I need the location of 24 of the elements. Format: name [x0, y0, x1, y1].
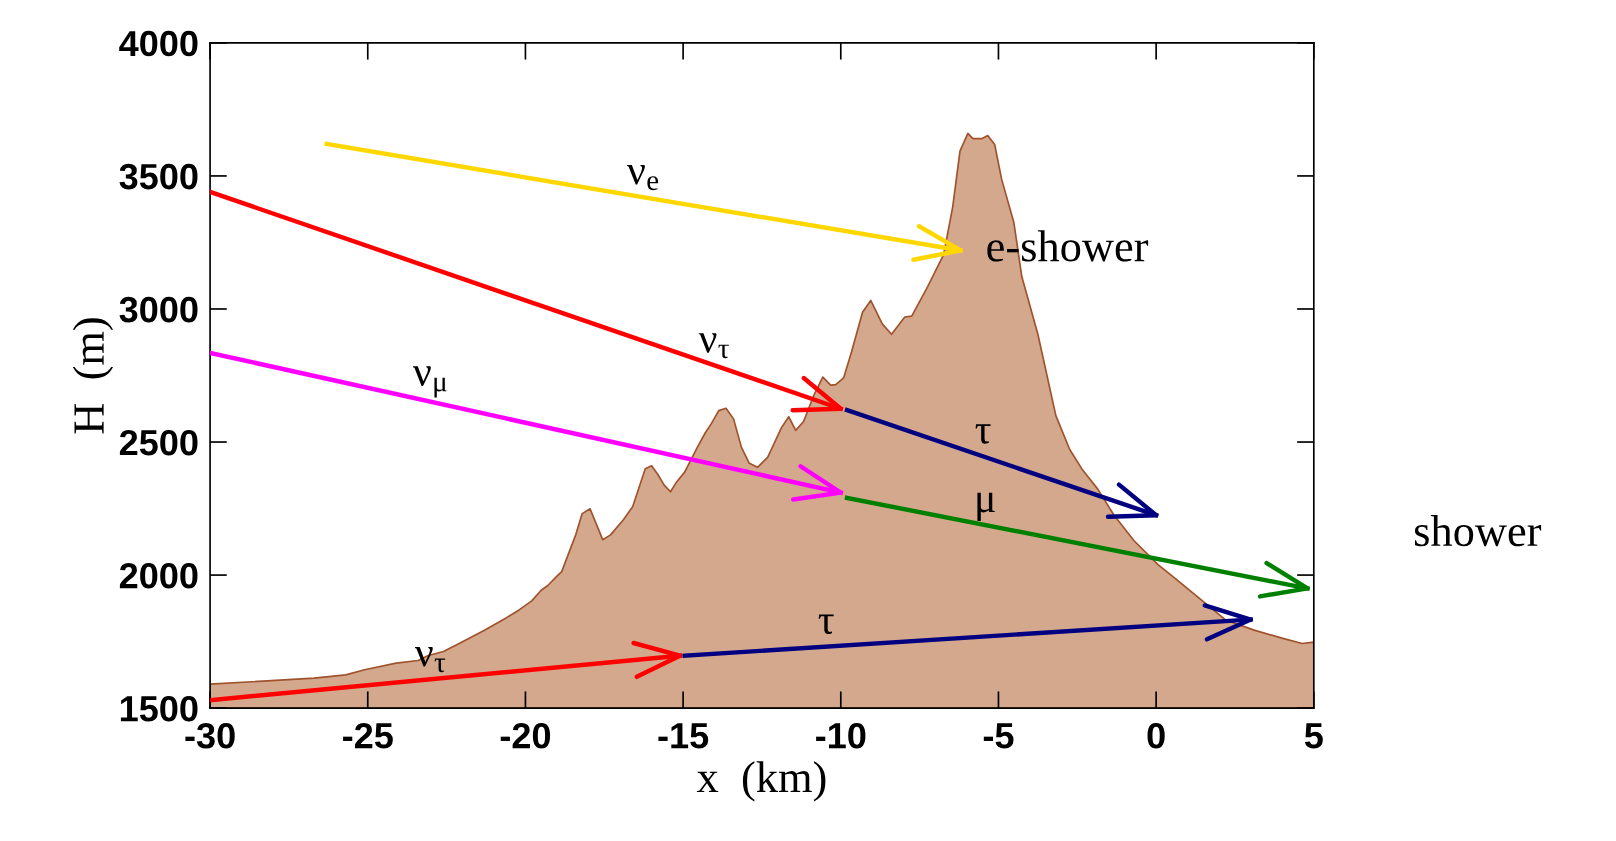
series-label: ν$_{e}$ — [627, 165, 659, 191]
y-tick-label: 2000 — [119, 562, 198, 589]
x-tick-label: -30 — [185, 722, 235, 749]
y-tick-label: 4000 — [119, 30, 198, 57]
series-label: τ — [975, 424, 991, 444]
x-tick-label: -5 — [983, 723, 1014, 749]
series-label: ν$_{τ}$ — [698, 333, 729, 359]
y-tick-label: 3500 — [119, 163, 198, 190]
x-tick-label: -10 — [816, 722, 866, 749]
series-label: ν$_{τ}$ — [414, 647, 446, 673]
x-tick-label: -15 — [658, 723, 709, 749]
x-tick-label: 0 — [1147, 722, 1165, 749]
y-tick-label: 1500 — [120, 695, 198, 722]
series-label: μ — [977, 492, 995, 521]
x-tick-label: -20 — [500, 722, 551, 749]
x-axis-title: x (km) — [696, 761, 826, 802]
series-label: ν$_{μ}$ — [413, 366, 447, 398]
text: shower — [1414, 515, 1542, 547]
x-tick-label: 5 — [1304, 723, 1323, 749]
x-tick-label: -25 — [343, 722, 393, 749]
y-axis-title: H (m) — [72, 318, 114, 434]
y-tick-label: 2500 — [119, 429, 198, 456]
series-label: τ — [818, 614, 834, 635]
y-tick-label: 3000 — [119, 296, 198, 323]
